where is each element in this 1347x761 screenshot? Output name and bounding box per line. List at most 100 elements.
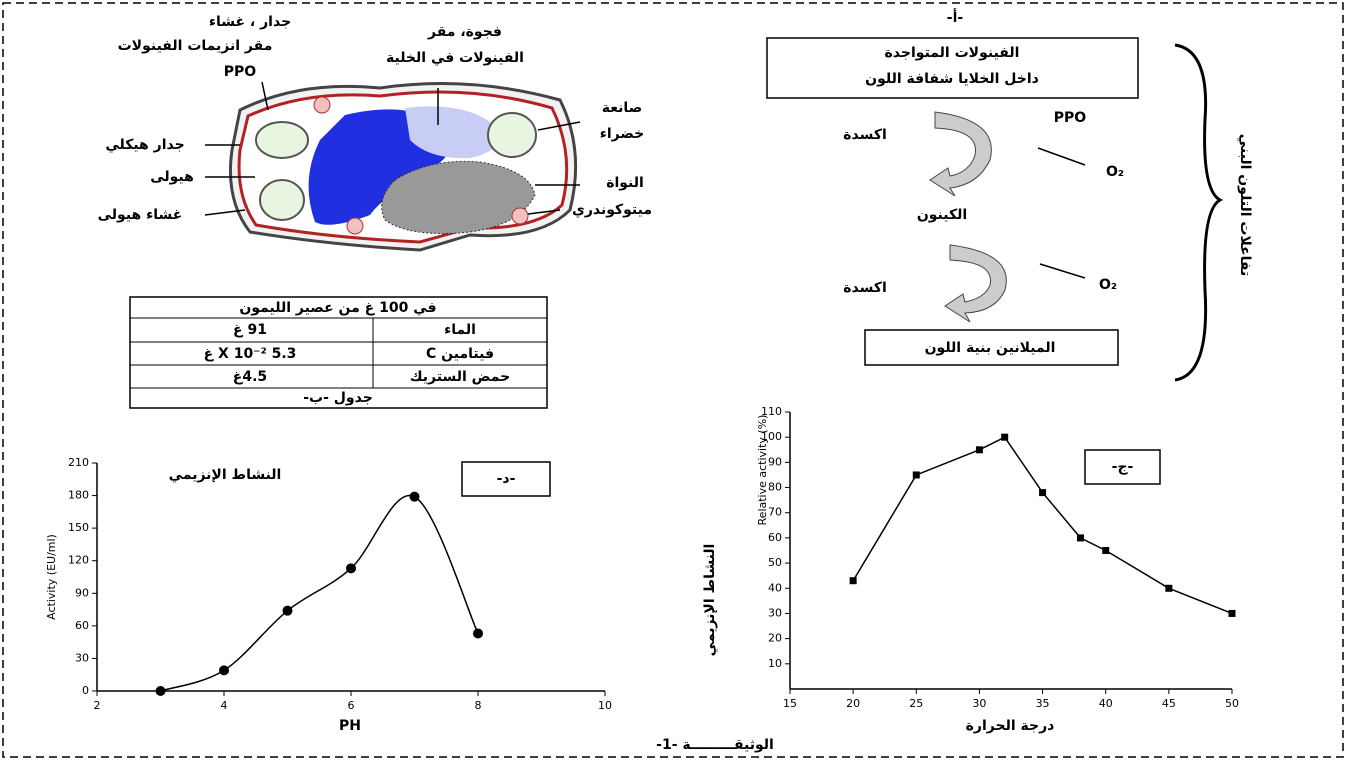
label: خضراء — [600, 126, 645, 142]
y-tick-label: 90 — [768, 455, 782, 468]
table-cell: الماء — [444, 322, 476, 338]
mitochondrion-shape — [314, 97, 330, 113]
arrow — [1040, 264, 1085, 278]
x-tick-label: 6 — [348, 699, 355, 712]
x-tick-label: 20 — [846, 697, 860, 710]
x-axis-label: PH — [339, 718, 361, 734]
table-cell: 4.5غ — [233, 369, 267, 385]
label: ميتوكوندري — [572, 202, 652, 219]
x-tick-label: 40 — [1099, 697, 1113, 710]
curved-arrow — [945, 245, 1006, 322]
y-tick-label: 30 — [768, 606, 782, 619]
data-point — [346, 563, 356, 573]
x-tick-label: 25 — [909, 697, 923, 710]
data-point — [1229, 610, 1236, 617]
x-tick-label: 50 — [1225, 697, 1239, 710]
label: الفينولات المتواجدة — [885, 45, 1020, 61]
y-tick-label: 90 — [75, 586, 89, 599]
label: PPO — [1054, 110, 1087, 126]
x-tick-label: 15 — [783, 697, 797, 710]
label: داخل الخلايا شفافة اللون — [865, 71, 1039, 87]
label: الفينولات في الخلية — [386, 50, 524, 66]
data-point — [1165, 585, 1172, 592]
x-tick-label: 35 — [1036, 697, 1050, 710]
scheme-title: تفاعلات التلون البني — [1237, 134, 1253, 276]
label: غشاء هيولى — [98, 207, 183, 223]
scheme-label: -أ- — [947, 8, 964, 26]
chart-title: النشاط الإنزيمي — [169, 467, 282, 483]
y-tick-label: 80 — [768, 481, 782, 494]
data-point — [473, 628, 483, 638]
label: جدار هيكلي — [105, 137, 184, 153]
data-point — [410, 492, 420, 502]
y-tick-label: 60 — [75, 619, 89, 632]
y-tick-label: 20 — [768, 632, 782, 645]
y-axis-label: Relative activity (%) — [756, 415, 769, 526]
y-axis-label: النشاط الإنزيمي — [702, 544, 718, 657]
table-cell: 91 غ — [233, 322, 267, 338]
data-point — [1077, 534, 1084, 541]
table-cell: 5.3 X 10⁻² غ — [204, 346, 297, 362]
brace — [1175, 45, 1220, 380]
table-cell: حمض الستريك — [410, 369, 510, 385]
y-tick-label: 120 — [68, 554, 89, 567]
x-axis-label: درجة الحرارة — [966, 718, 1055, 734]
chloroplast-shape — [260, 180, 304, 220]
y-tick-label: 210 — [68, 456, 89, 469]
data-point — [219, 665, 229, 675]
label: جدار ، غشاء — [209, 14, 291, 30]
data-point — [283, 606, 293, 616]
data-point — [976, 446, 983, 453]
y-axis-label: Activity (EU/ml) — [45, 534, 58, 620]
data-line — [853, 437, 1232, 613]
charts: 2 4 6 8 10 0 30 60 90 120 150 180 210 النشاط الإنزيمي… — [45, 405, 1239, 734]
table-cell: فيتامين C — [426, 346, 494, 362]
y-tick-label: 180 — [68, 489, 89, 502]
scheme: -أ- الفينولات المتواجدة داخل الخلايا شفا… — [767, 8, 1253, 380]
chloroplast-shape — [256, 122, 308, 158]
mitochondrion-shape — [512, 208, 528, 224]
y-tick-label: 60 — [768, 531, 782, 544]
data-point — [1039, 489, 1046, 496]
chart-label: -ج- — [1112, 459, 1134, 475]
data-point — [1001, 434, 1008, 441]
x-tick-label: 45 — [1162, 697, 1176, 710]
label: الكينون — [917, 207, 967, 223]
document-caption: الوثيقـــــــــة -1- — [656, 737, 774, 753]
label: النواة — [606, 175, 644, 191]
page: جدار ، غشاء مقر انزيمات الفينولات PPO فج… — [0, 0, 1347, 761]
label: فجوة، مقر — [427, 24, 502, 40]
label: صانعة — [602, 100, 642, 116]
label: O₂ — [1099, 277, 1117, 293]
y-tick-label: 50 — [768, 556, 782, 569]
x-tick-label: 4 — [221, 699, 228, 712]
data-line — [161, 495, 479, 691]
chart-label: -د- — [497, 471, 516, 487]
label: الميلانين بنية اللون — [925, 340, 1056, 356]
y-tick-label: 10 — [768, 657, 782, 670]
mitochondrion-shape — [347, 218, 363, 234]
x-tick-label: 2 — [94, 699, 101, 712]
label: اكسدة — [843, 127, 887, 143]
data-point — [850, 577, 857, 584]
y-tick-label: 70 — [768, 506, 782, 519]
cell-diagram: جدار ، غشاء مقر انزيمات الفينولات PPO فج… — [98, 14, 652, 250]
curved-arrow — [930, 112, 991, 196]
table-caption: جدول -ب- — [303, 390, 373, 406]
arrow — [1038, 148, 1085, 165]
label: اكسدة — [843, 280, 887, 296]
chloroplast-shape — [488, 113, 536, 157]
table: في 100 غ من عصير الليمون الماء 91 غ فيتا… — [130, 297, 547, 408]
y-tick-label: 40 — [768, 581, 782, 594]
x-tick-label: 10 — [598, 699, 612, 712]
data-point — [913, 471, 920, 478]
table-header: في 100 غ من عصير الليمون — [239, 300, 436, 316]
y-tick-label: 0 — [82, 684, 89, 697]
data-point — [1102, 547, 1109, 554]
x-tick-label: 8 — [475, 699, 482, 712]
x-tick-label: 30 — [972, 697, 986, 710]
y-tick-label: 150 — [68, 521, 89, 534]
y-tick-label: 30 — [75, 651, 89, 664]
label: هيولى — [150, 169, 194, 185]
label: O₂ — [1106, 164, 1124, 180]
